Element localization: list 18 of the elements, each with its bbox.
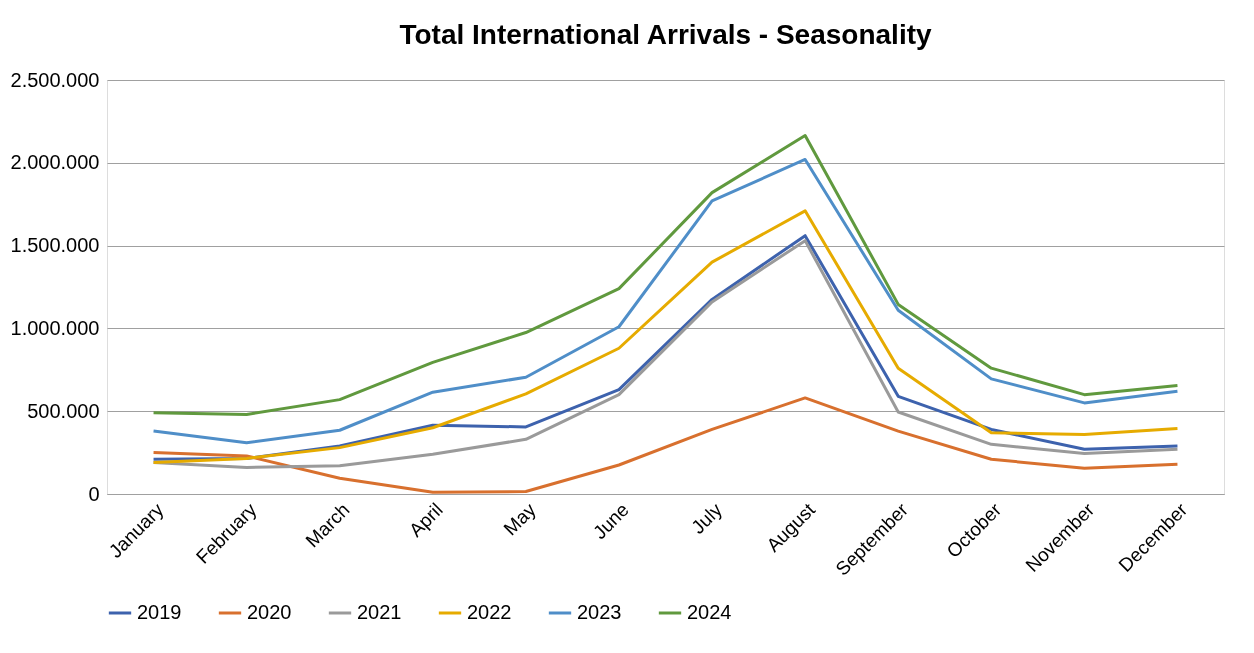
legend-label: 2022	[467, 601, 512, 623]
y-tick-label: 500.000	[27, 399, 100, 422]
legend-label: 2021	[357, 601, 402, 623]
x-tick-label: May	[499, 498, 541, 540]
y-tick-label: 1.500.000	[10, 234, 100, 257]
y-tick-label: 2.500.000	[10, 68, 100, 91]
legend-label: 2019	[137, 601, 182, 623]
y-tick-label: 0	[88, 482, 100, 505]
legend-label: 2023	[577, 601, 622, 623]
x-tick-label: July	[687, 498, 727, 538]
line-series	[152, 133, 1179, 417]
y-tick-label: 2.000.000	[10, 151, 100, 174]
legend-label: 2024	[687, 601, 732, 623]
line-series	[152, 157, 1179, 445]
legend-label: 2020	[247, 601, 292, 623]
chart-title: Total International Arrivals - Seasonality	[399, 19, 932, 50]
y-tick-label: 1.000.000	[10, 316, 100, 339]
line-series	[152, 396, 1179, 494]
